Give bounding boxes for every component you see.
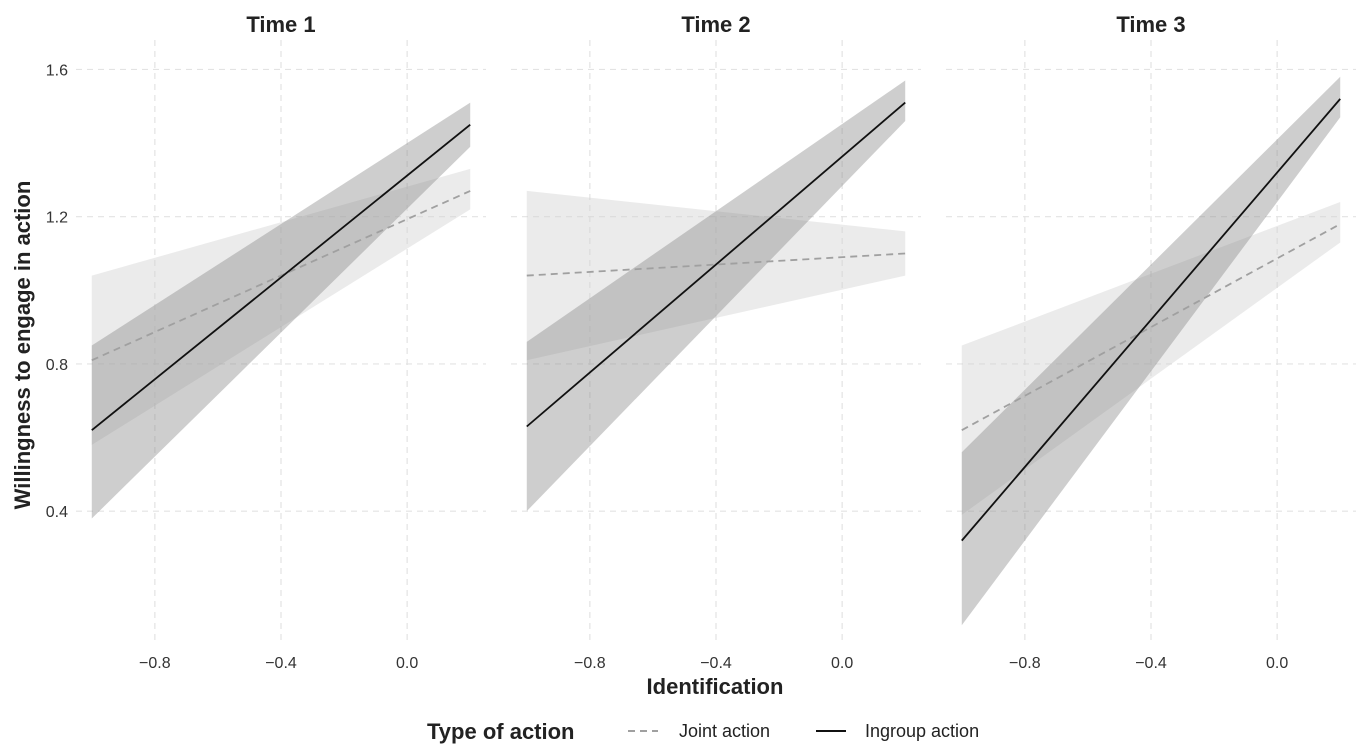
panel-title: Time 2 [681, 12, 750, 37]
x-tick-label: −0.8 [574, 655, 606, 672]
legend-label-ingroup-action: Ingroup action [865, 721, 979, 741]
panels-layer: Time 1 −0.8 −0.4 0.0 0.4 0.8 1.2 1.6 Time 2 −0.8 −… [46, 12, 1356, 672]
y-tick-label: 1.2 [46, 210, 68, 227]
ci-band-ingroup-action [91, 102, 471, 519]
series-line-joint-action [526, 252, 906, 277]
legend-title: Type of action [427, 719, 575, 744]
ci-band-ingroup-action [961, 76, 1341, 626]
x-tick-label: 0.0 [1266, 655, 1288, 672]
x-tick-label: −0.4 [265, 655, 297, 672]
y-axis-title: Willingness to engage in action [10, 181, 35, 510]
x-tick-label: 0.0 [831, 655, 853, 672]
panel-title: Time 3 [1116, 12, 1185, 37]
x-tick-label: −0.8 [1009, 655, 1041, 672]
ci-band-ingroup-action [526, 80, 906, 512]
y-tick-label: 0.4 [46, 504, 68, 521]
series-line-ingroup-action [526, 101, 906, 428]
ci-band-joint-action [526, 190, 906, 361]
y-tick-label: 1.6 [46, 62, 68, 79]
y-tick-label: 0.8 [46, 357, 68, 374]
panel-2: Time 2 −0.8 −0.4 0.0 [511, 12, 921, 672]
panel-title: Time 1 [246, 12, 315, 37]
series-line-ingroup-action [91, 123, 471, 431]
series-line-ingroup-action [961, 98, 1341, 542]
x-tick-label: −0.4 [1135, 655, 1167, 672]
legend: Type of action Joint action Ingroup acti… [427, 719, 979, 744]
panel-3: Time 3 −0.8 −0.4 0.0 [946, 12, 1356, 672]
ci-band-joint-action [961, 201, 1341, 515]
ci-band-joint-action [91, 168, 471, 445]
series-line-joint-action [91, 190, 471, 362]
panel-1: Time 1 −0.8 −0.4 0.0 0.4 0.8 1.2 1.6 [46, 12, 486, 672]
x-tick-label: −0.8 [139, 655, 171, 672]
legend-label-joint-action: Joint action [679, 721, 770, 741]
x-tick-label: 0.0 [396, 655, 418, 672]
x-tick-label: −0.4 [700, 655, 732, 672]
x-axis-title: Identification [647, 674, 784, 699]
